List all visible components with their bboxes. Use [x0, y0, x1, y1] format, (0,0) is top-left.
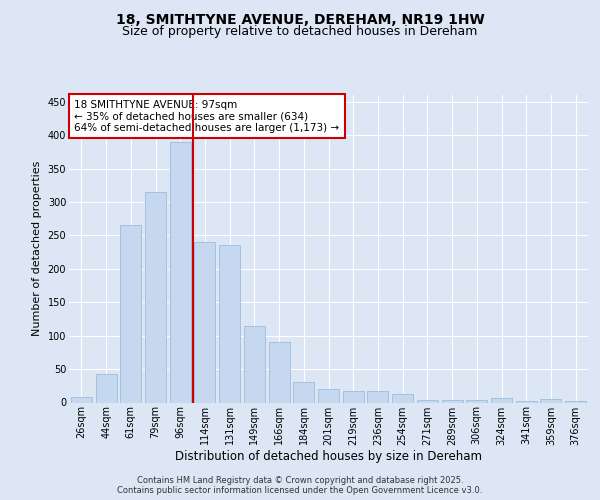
Bar	[318, 389, 339, 402]
Bar	[516, 401, 537, 402]
Bar	[71, 397, 92, 402]
Bar	[194, 242, 215, 402]
Bar	[269, 342, 290, 402]
Bar	[343, 391, 364, 402]
Bar	[293, 382, 314, 402]
Bar	[367, 391, 388, 402]
Text: Contains HM Land Registry data © Crown copyright and database right 2025.
Contai: Contains HM Land Registry data © Crown c…	[118, 476, 482, 495]
Text: Size of property relative to detached houses in Dereham: Size of property relative to detached ho…	[122, 25, 478, 38]
Y-axis label: Number of detached properties: Number of detached properties	[32, 161, 42, 336]
Bar	[95, 374, 116, 402]
Bar	[244, 326, 265, 402]
Bar	[442, 400, 463, 402]
Text: 18 SMITHTYNE AVENUE: 97sqm
← 35% of detached houses are smaller (634)
64% of sem: 18 SMITHTYNE AVENUE: 97sqm ← 35% of deta…	[74, 100, 340, 133]
Bar	[219, 246, 240, 402]
Bar	[565, 401, 586, 402]
Bar	[392, 394, 413, 402]
Bar	[466, 400, 487, 402]
Bar	[491, 398, 512, 402]
Bar	[170, 142, 191, 403]
Bar	[145, 192, 166, 402]
Bar	[541, 399, 562, 402]
Bar	[120, 226, 141, 402]
Bar	[417, 400, 438, 402]
X-axis label: Distribution of detached houses by size in Dereham: Distribution of detached houses by size …	[175, 450, 482, 463]
Text: 18, SMITHTYNE AVENUE, DEREHAM, NR19 1HW: 18, SMITHTYNE AVENUE, DEREHAM, NR19 1HW	[116, 12, 484, 26]
